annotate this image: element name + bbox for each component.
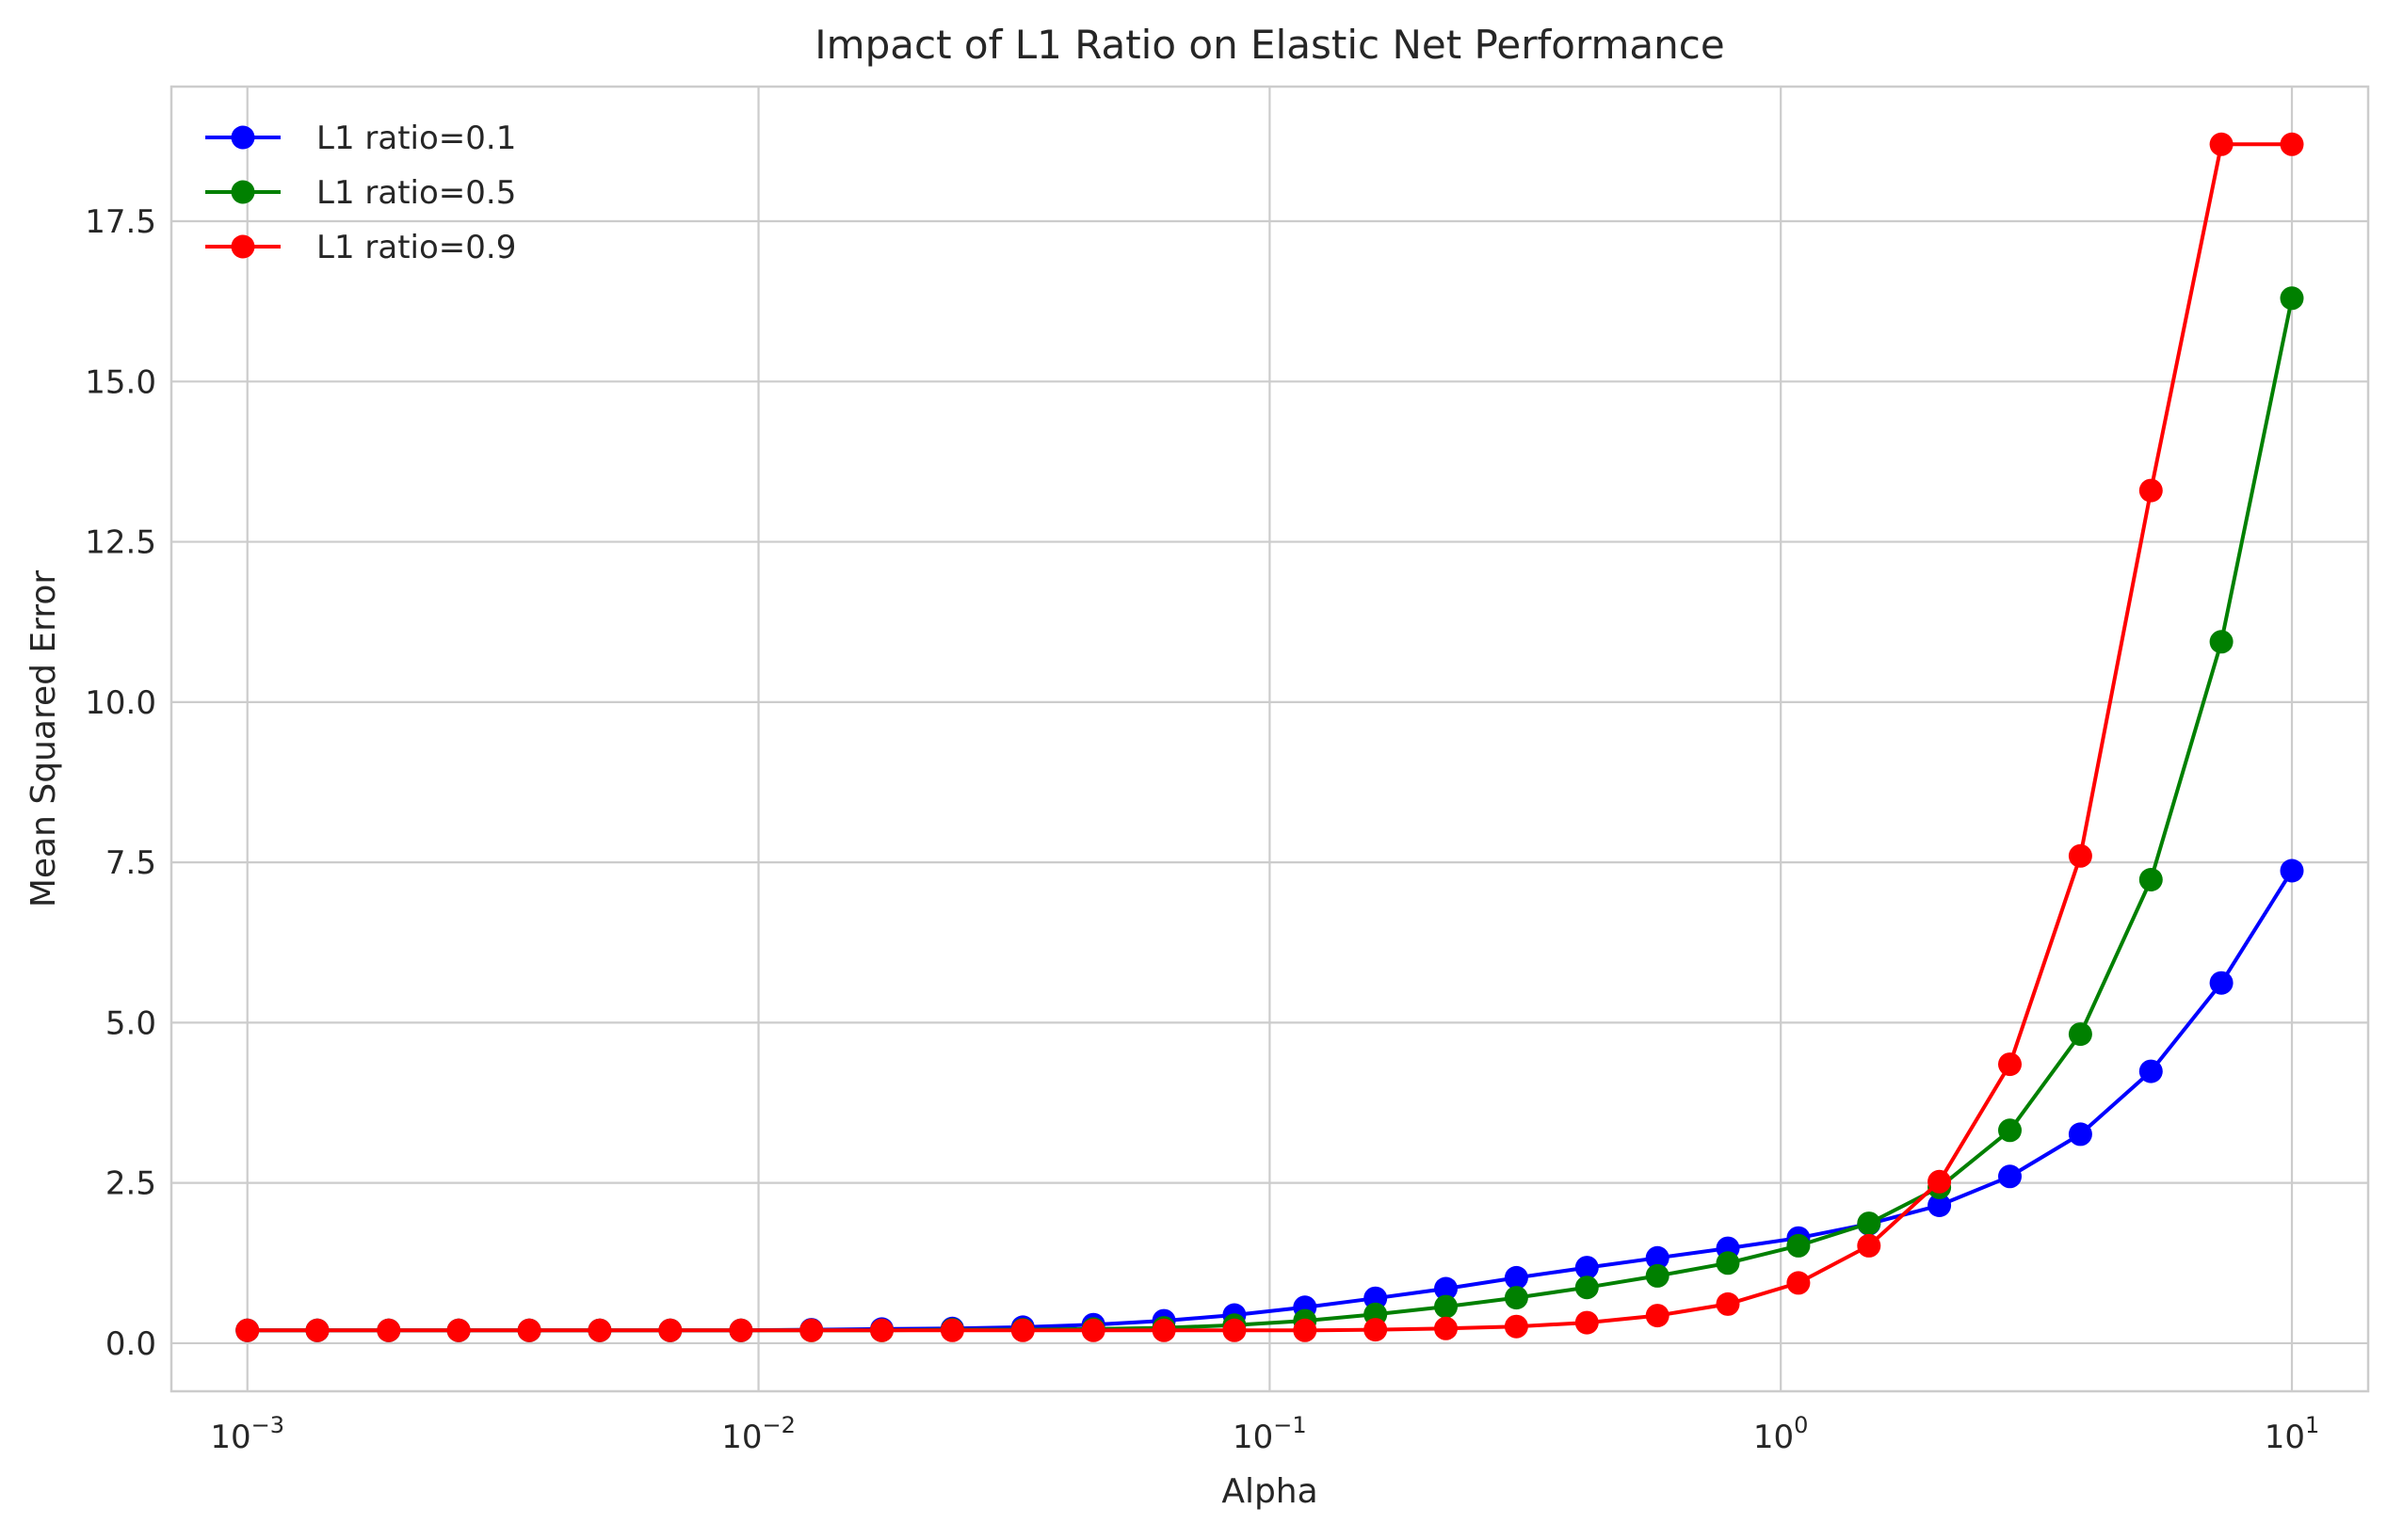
- data-point: [2138, 1059, 2163, 1083]
- data-point: [729, 1318, 753, 1342]
- data-point: [2280, 858, 2304, 883]
- data-point: [1857, 1211, 1881, 1236]
- series-3: [235, 132, 2304, 1342]
- y-tick-label: 15.0: [85, 363, 156, 401]
- y-axis-ticks: 0.0 2.5 5.0 7.5 10.0 12.5 15.0 17.5: [85, 203, 156, 1363]
- legend-item-3: L1 ratio=0.9: [205, 229, 516, 266]
- data-point: [517, 1318, 541, 1342]
- data-point: [1998, 1118, 2022, 1143]
- data-point: [1645, 1304, 1669, 1328]
- data-point: [1434, 1294, 1458, 1319]
- data-point: [1927, 1194, 1952, 1217]
- x-tick-label: 10−1: [1233, 1412, 1307, 1456]
- data-point: [2138, 868, 2163, 891]
- legend-marker: [231, 125, 255, 150]
- data-point: [1574, 1310, 1599, 1335]
- data-point: [658, 1318, 683, 1342]
- data-point: [1152, 1318, 1176, 1342]
- data-point: [2209, 132, 2234, 156]
- data-point: [305, 1318, 330, 1342]
- y-tick-label: 2.5: [105, 1165, 156, 1203]
- data-point: [377, 1318, 401, 1342]
- data-point: [1716, 1291, 1740, 1316]
- data-point: [1010, 1318, 1035, 1342]
- data-point: [2068, 1022, 2092, 1047]
- data-point: [1574, 1275, 1599, 1300]
- data-point: [1645, 1245, 1669, 1270]
- data-point: [1504, 1286, 1528, 1310]
- legend-item-1: L1 ratio=0.1: [205, 120, 516, 157]
- data-point: [2068, 1122, 2092, 1147]
- legend-marker: [231, 180, 255, 204]
- data-point: [1716, 1251, 1740, 1275]
- x-axis-label: Alpha: [1221, 1472, 1317, 1511]
- legend-item-2: L1 ratio=0.5: [205, 174, 516, 212]
- data-point: [2209, 630, 2234, 654]
- data-point: [1786, 1271, 1811, 1295]
- legend-label: L1 ratio=0.9: [316, 229, 516, 266]
- data-point: [1504, 1314, 1528, 1339]
- series-group: [235, 132, 2304, 1342]
- y-tick-label: 12.5: [85, 524, 156, 562]
- y-tick-label: 17.5: [85, 203, 156, 241]
- data-point: [1293, 1318, 1317, 1342]
- data-point: [2280, 132, 2304, 156]
- data-point: [1434, 1276, 1458, 1301]
- y-tick-label: 10.0: [85, 684, 156, 722]
- data-point: [2138, 478, 2163, 503]
- data-point: [588, 1318, 612, 1342]
- data-point: [1222, 1318, 1247, 1342]
- data-point: [1363, 1318, 1388, 1342]
- data-point: [1927, 1169, 1952, 1194]
- legend-label: L1 ratio=0.5: [316, 174, 516, 212]
- data-point: [799, 1318, 824, 1342]
- x-tick-label: 10−2: [721, 1412, 796, 1456]
- data-point: [1081, 1318, 1105, 1342]
- x-tick-label: 100: [1753, 1412, 1809, 1456]
- data-point: [870, 1318, 894, 1342]
- data-point: [235, 1318, 260, 1342]
- plot-area-frame: [169, 85, 2370, 1393]
- data-point: [1434, 1316, 1458, 1340]
- y-tick-label: 5.0: [105, 1004, 156, 1042]
- data-point: [2209, 971, 2234, 995]
- data-point: [1857, 1233, 1881, 1258]
- y-tick-label: 7.5: [105, 844, 156, 882]
- data-point: [446, 1318, 471, 1342]
- legend-label: L1 ratio=0.1: [316, 120, 516, 157]
- y-axis-label: Mean Squared Error: [24, 570, 63, 908]
- data-point: [2068, 843, 2092, 868]
- x-axis-ticks: 10−3 10−2 10−1 100 101: [210, 1412, 2319, 1456]
- data-point: [2280, 286, 2304, 311]
- y-tick-label: 0.0: [105, 1325, 156, 1363]
- data-point: [1504, 1265, 1528, 1290]
- legend: L1 ratio=0.1 L1 ratio=0.5 L1 ratio=0.9: [205, 120, 516, 266]
- data-point: [1998, 1052, 2022, 1077]
- x-tick-label: 101: [2265, 1412, 2320, 1456]
- legend-marker: [231, 234, 255, 259]
- data-point: [940, 1318, 964, 1342]
- chart-title: Impact of L1 Ratio on Elastic Net Perfor…: [814, 22, 1724, 68]
- data-point: [1574, 1256, 1599, 1280]
- x-tick-label: 10−3: [210, 1412, 284, 1456]
- data-point: [1786, 1233, 1811, 1258]
- data-point: [1645, 1263, 1669, 1288]
- data-point: [1998, 1164, 2022, 1189]
- data-point: [1363, 1286, 1388, 1310]
